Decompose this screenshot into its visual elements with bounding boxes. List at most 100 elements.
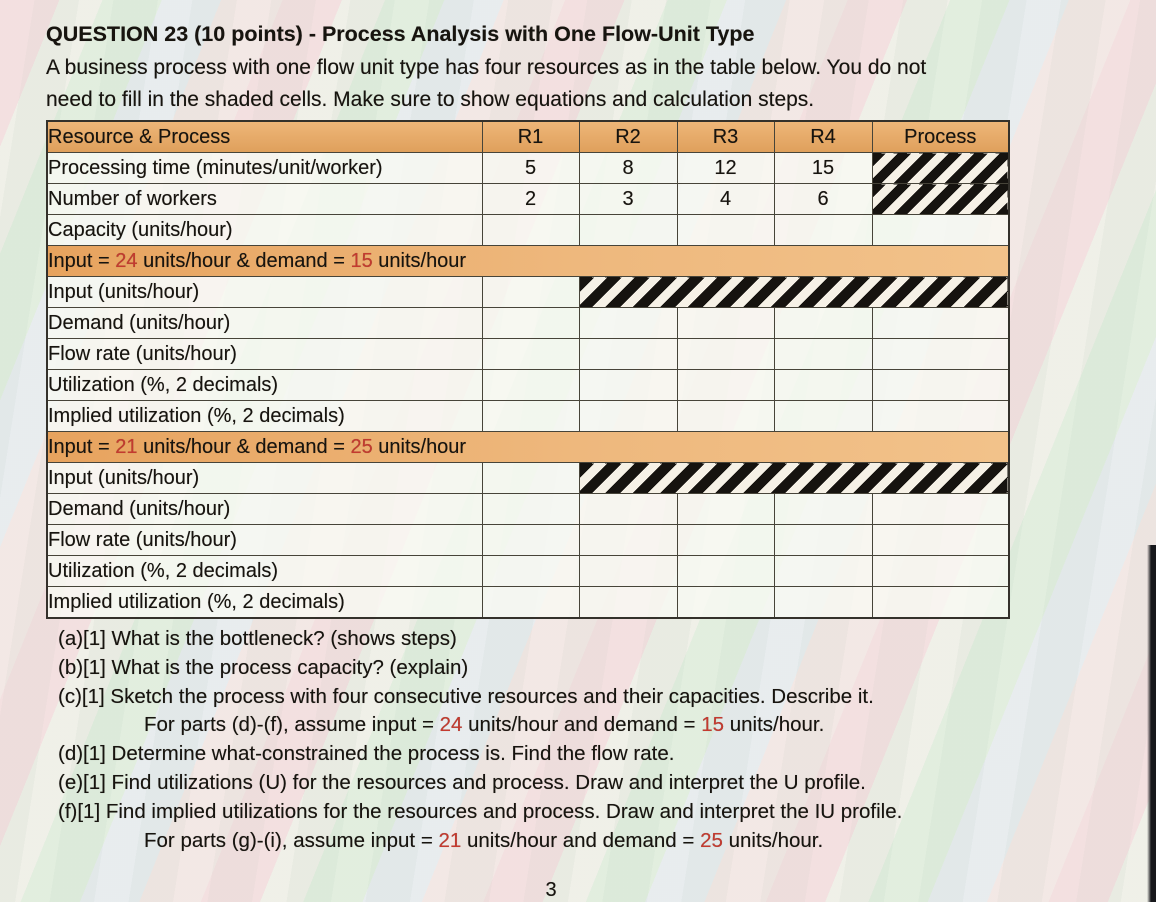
- row-demand-scenario2: Demand (units/hour): [46, 493, 1010, 525]
- empty-cell: [676, 214, 775, 246]
- row-input-scenario2: Input (units/hour): [46, 462, 1010, 494]
- row-number-of-workers: Number of workers 2 3 4 6: [46, 183, 1010, 215]
- section-2-text: Input = 21 units/hour & demand = 25 unit…: [46, 431, 1010, 463]
- row-label: Capacity (units/hour): [46, 214, 483, 246]
- demand-value-red: 15: [701, 713, 725, 737]
- empty-cell: [481, 276, 580, 308]
- process-table: Resource & Process R1 R2 R3 R4 Process P…: [46, 120, 1010, 619]
- page-number: 3: [545, 879, 557, 902]
- photo-dark-edge: [1147, 545, 1156, 902]
- value-cell: 12: [676, 152, 775, 184]
- empty-cell: [871, 369, 1010, 401]
- row-processing-time: Processing time (minutes/unit/worker) 5 …: [46, 152, 1010, 184]
- empty-cell: [578, 400, 678, 432]
- note-text: units/hour and demand =: [462, 713, 702, 737]
- intro-text: A business process with one flow unit ty…: [46, 52, 1156, 115]
- header-process: Process: [871, 120, 1010, 153]
- header-r2: R2: [578, 120, 678, 153]
- question-e: (e)[1] Find utilizations (U) for the res…: [58, 770, 866, 794]
- row-label: Flow rate (units/hour): [46, 338, 483, 370]
- header-r3: R3: [676, 120, 775, 153]
- empty-cell: [676, 369, 775, 401]
- empty-cell: [481, 555, 580, 587]
- empty-cell: [871, 214, 1010, 246]
- shaded-cell: [871, 152, 1010, 184]
- section-text: units/hour: [372, 249, 467, 272]
- empty-cell: [578, 493, 678, 525]
- row-demand-scenario1: Demand (units/hour): [46, 307, 1010, 339]
- row-label: Number of workers: [46, 183, 483, 215]
- section-1-text: Input = 24 units/hour & demand = 15 unit…: [46, 245, 1010, 277]
- shaded-cell: [871, 183, 1010, 215]
- table-header-row: Resource & Process R1 R2 R3 R4 Process: [46, 120, 1010, 153]
- empty-cell: [676, 338, 775, 370]
- empty-cell: [871, 400, 1010, 432]
- empty-cell: [578, 524, 678, 556]
- empty-cell: [578, 214, 678, 246]
- empty-cell: [578, 586, 678, 619]
- section-row-2: Input = 21 units/hour & demand = 25 unit…: [46, 431, 1010, 463]
- page-title: QUESTION 23 (10 points) - Process Analys…: [46, 22, 755, 46]
- intro-line-2: need to fill in the shaded cells. Make s…: [46, 87, 815, 111]
- row-utilization-scenario1: Utilization (%, 2 decimals): [46, 369, 1010, 401]
- empty-cell: [773, 338, 873, 370]
- section-text: units/hour: [372, 435, 467, 458]
- question-c: (c)[1] Sketch the process with four cons…: [58, 684, 874, 708]
- note-parts-g-i: For parts (g)-(i), assume input = 21 uni…: [58, 827, 1156, 856]
- empty-cell: [481, 369, 580, 401]
- row-label: Input (units/hour): [46, 276, 483, 308]
- demand-value-red: 25: [350, 435, 373, 458]
- demand-value-red: 25: [700, 828, 723, 852]
- question-b: (b)[1] What is the process capacity? (ex…: [58, 655, 469, 679]
- row-label: Flow rate (units/hour): [46, 524, 483, 556]
- empty-cell: [481, 524, 580, 556]
- intro-line-1: A business process with one flow unit ty…: [46, 56, 927, 79]
- empty-cell: [481, 493, 580, 525]
- empty-cell: [773, 307, 873, 339]
- note-text: For parts (d)-(f), assume input =: [144, 713, 440, 737]
- header-r4: R4: [773, 120, 873, 153]
- empty-cell: [773, 555, 873, 587]
- row-input-scenario1: Input (units/hour): [46, 276, 1010, 308]
- empty-cell: [773, 586, 873, 619]
- empty-cell: [871, 555, 1010, 587]
- value-cell: 3: [578, 183, 678, 215]
- empty-cell: [871, 493, 1010, 525]
- section-text: units/hour & demand =: [137, 435, 351, 458]
- section-text: units/hour & demand =: [137, 249, 351, 272]
- note-text: For parts (g)-(i), assume input =: [144, 828, 439, 852]
- empty-cell: [676, 493, 775, 525]
- row-label: Utilization (%, 2 decimals): [46, 555, 483, 587]
- note-parts-d-f: For parts (d)-(f), assume input = 24 uni…: [58, 711, 1156, 740]
- shaded-merged-cell: [578, 462, 1010, 494]
- question-f: (f)[1] Find implied utilizations for the…: [58, 799, 903, 823]
- empty-cell: [773, 524, 873, 556]
- note-text: units/hour.: [722, 828, 824, 852]
- note-text: units/hour and demand =: [461, 828, 701, 852]
- empty-cell: [676, 555, 775, 587]
- empty-cell: [481, 462, 580, 494]
- section-text: Input =: [48, 249, 116, 272]
- empty-cell: [676, 400, 775, 432]
- empty-cell: [773, 493, 873, 525]
- input-value-red: 21: [115, 435, 138, 458]
- section-row-1: Input = 24 units/hour & demand = 15 unit…: [46, 245, 1010, 277]
- question-a: (a)[1] What is the bottleneck? (shows st…: [58, 627, 457, 650]
- row-label: Implied utilization (%, 2 decimals): [46, 586, 483, 619]
- row-label: Implied utilization (%, 2 decimals): [46, 400, 483, 432]
- row-implied-utilization-scenario2: Implied utilization (%, 2 decimals): [46, 586, 1010, 619]
- empty-cell: [481, 214, 580, 246]
- demand-value-red: 15: [350, 249, 373, 272]
- empty-cell: [676, 307, 775, 339]
- empty-cell: [871, 524, 1010, 556]
- empty-cell: [481, 307, 580, 339]
- header-resource-process: Resource & Process: [46, 120, 483, 153]
- empty-cell: [578, 369, 678, 401]
- questions-list: (a)[1] What is the bottleneck? (shows st…: [58, 625, 1156, 855]
- empty-cell: [773, 369, 873, 401]
- header-r1: R1: [481, 120, 580, 153]
- input-value-red: 24: [115, 249, 138, 272]
- section-text: Input =: [48, 435, 116, 458]
- empty-cell: [481, 400, 580, 432]
- shaded-merged-cell: [578, 276, 1010, 308]
